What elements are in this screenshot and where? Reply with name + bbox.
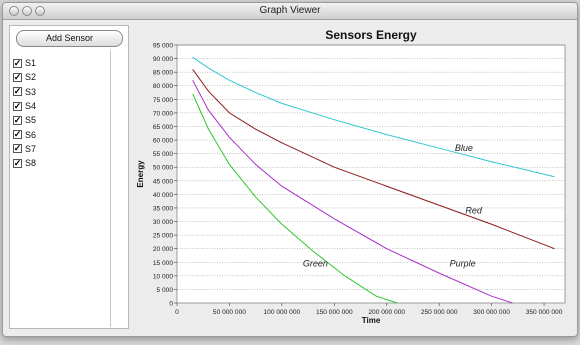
y-tick-label: 15 000 bbox=[153, 260, 174, 267]
y-tick-label: 55 000 bbox=[153, 151, 174, 158]
x-tick-label: 150 000 000 bbox=[316, 309, 353, 316]
y-tick-label: 40 000 bbox=[153, 192, 174, 199]
y-tick-label: 25 000 bbox=[153, 233, 174, 240]
y-axis-label: Energy bbox=[136, 160, 145, 188]
sensor-label: S1 bbox=[25, 58, 37, 69]
title-bar: Graph Viewer bbox=[3, 3, 577, 20]
sensor-item-s2[interactable]: ✓ S2 bbox=[10, 70, 110, 84]
y-tick-label: 90 000 bbox=[153, 56, 174, 63]
close-window-button[interactable] bbox=[9, 6, 19, 16]
annotation-label: Purple bbox=[450, 258, 476, 268]
y-tick-label: 35 000 bbox=[153, 205, 174, 212]
y-tick-label: 20 000 bbox=[153, 246, 174, 253]
sensor-label: S4 bbox=[25, 101, 37, 112]
sensor-checkbox[interactable]: ✓ bbox=[13, 57, 22, 68]
y-tick-label: 70 000 bbox=[153, 110, 174, 117]
y-tick-label: 10 000 bbox=[153, 273, 174, 280]
energy-chart: Sensors Energy 0 5 000 10 000 15 000 20 000 25… bbox=[136, 28, 566, 336]
sensor-item-s7[interactable]: ✓ S7 bbox=[10, 142, 110, 156]
sidebar-divider bbox=[110, 50, 111, 327]
y-tick-label: 45 000 bbox=[153, 178, 174, 185]
sensor-checkbox[interactable]: ✓ bbox=[13, 114, 22, 125]
y-tick-label: 50 000 bbox=[153, 165, 174, 172]
x-tick-label: 250 000 000 bbox=[421, 309, 458, 316]
series-line-s5 bbox=[192, 80, 513, 304]
y-tick-label: 0 bbox=[169, 301, 173, 308]
minimize-window-button[interactable] bbox=[22, 6, 32, 16]
sensor-item-s1[interactable]: ✓ S1 bbox=[10, 56, 110, 70]
sensor-item-s5[interactable]: ✓ S5 bbox=[10, 113, 110, 127]
sensor-checkbox[interactable]: ✓ bbox=[13, 143, 22, 154]
annotation-label: Green bbox=[303, 258, 328, 268]
sensor-list: ✓ S1 ✓ S2 ✓ S3 ✓ S4 ✓ S5 ✓ S6 ✓ S7 ✓ S8 bbox=[10, 56, 110, 170]
plot-background bbox=[176, 44, 566, 304]
sensor-label: S8 bbox=[25, 158, 37, 169]
x-axis-label: Time bbox=[362, 316, 381, 325]
y-tick-label: 30 000 bbox=[153, 219, 174, 226]
sensor-item-s4[interactable]: ✓ S4 bbox=[10, 99, 110, 113]
sensor-checkbox[interactable]: ✓ bbox=[13, 71, 22, 82]
sensor-item-s6[interactable]: ✓ S6 bbox=[10, 127, 110, 141]
sensor-checkbox[interactable]: ✓ bbox=[13, 100, 22, 111]
series-line-s1 bbox=[192, 69, 555, 250]
y-tick-label: 60 000 bbox=[153, 138, 174, 145]
series-line-s3 bbox=[192, 93, 398, 304]
y-tick-label: 75 000 bbox=[153, 97, 174, 104]
y-tick-label: 80 000 bbox=[153, 83, 174, 90]
sensor-checkbox[interactable]: ✓ bbox=[13, 86, 22, 97]
sensor-item-s8[interactable]: ✓ S8 bbox=[10, 156, 110, 170]
x-tick-label: 350 000 000 bbox=[526, 309, 563, 316]
x-tick-label: 300 000 000 bbox=[473, 309, 510, 316]
x-tick-label: 200 000 000 bbox=[368, 309, 405, 316]
sensor-checkbox[interactable]: ✓ bbox=[13, 157, 22, 168]
sensor-checkbox[interactable]: ✓ bbox=[13, 129, 22, 140]
sensor-label: S2 bbox=[25, 72, 37, 83]
x-tick-label: 100 000 000 bbox=[264, 309, 301, 316]
sensor-sidebar: Add Sensor ✓ S1 ✓ S2 ✓ S3 ✓ S4 ✓ S5 ✓ S6 ✓ S7 ✓ S8 bbox=[9, 25, 129, 329]
add-sensor-button[interactable]: Add Sensor bbox=[16, 30, 123, 47]
window-title: Graph Viewer bbox=[259, 5, 321, 16]
chart-panel: Sensors Energy 0 5 000 10 000 15 000 20 000 25… bbox=[131, 25, 571, 336]
graph-viewer-window: Graph Viewer Add Sensor ✓ S1 ✓ S2 ✓ S3 ✓ S4 ✓ S5 ✓… bbox=[2, 2, 578, 337]
sensor-label: S6 bbox=[25, 129, 37, 140]
y-tick-label: 95 000 bbox=[153, 43, 174, 50]
sensor-label: S3 bbox=[25, 86, 37, 97]
annotation-label: Blue bbox=[455, 143, 473, 153]
annotation-label: Red bbox=[465, 205, 483, 215]
y-tick-label: 5 000 bbox=[156, 287, 173, 294]
x-tick-label: 50 000 000 bbox=[213, 309, 246, 316]
chart-title: Sensors Energy bbox=[325, 28, 417, 42]
zoom-window-button[interactable] bbox=[35, 6, 45, 16]
series-line-s9 bbox=[192, 56, 555, 178]
x-tick-label: 0 bbox=[175, 309, 179, 316]
sensor-label: S7 bbox=[25, 143, 37, 154]
y-tick-label: 65 000 bbox=[153, 124, 174, 131]
sensor-label: S5 bbox=[25, 115, 37, 126]
sensor-item-s3[interactable]: ✓ S3 bbox=[10, 85, 110, 99]
y-tick-label: 85 000 bbox=[153, 70, 174, 77]
